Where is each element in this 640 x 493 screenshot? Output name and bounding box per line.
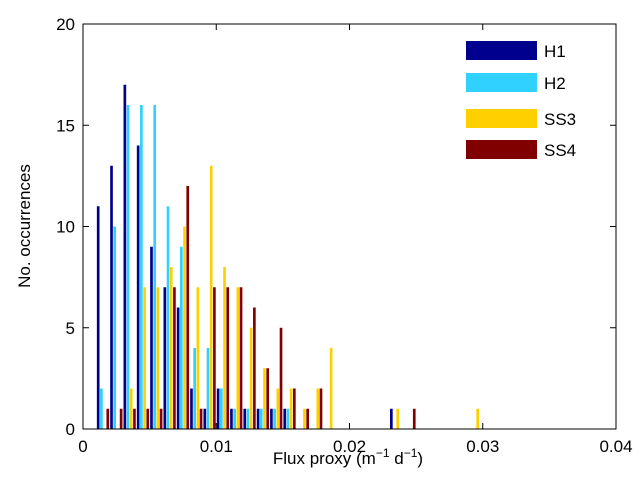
bar-ss3-22 bbox=[396, 408, 400, 429]
bar-ss3-12 bbox=[263, 368, 266, 429]
legend-label-ss3: SS3 bbox=[544, 110, 576, 129]
x-axis-label-end: ) bbox=[417, 449, 423, 468]
bar-h1-14 bbox=[283, 408, 287, 429]
legend-swatch-ss4 bbox=[466, 140, 537, 159]
bars-group bbox=[96, 84, 480, 429]
bar-ss3-8 bbox=[209, 165, 213, 429]
bar-ss3-14 bbox=[289, 388, 293, 429]
bar-ss4-16 bbox=[319, 388, 323, 429]
bar-ss3-11 bbox=[249, 327, 253, 429]
legend-label-h1: H1 bbox=[544, 42, 566, 61]
x-tick-label-2: 0.02 bbox=[333, 437, 366, 456]
y-tick-label-0: 0 bbox=[66, 420, 75, 439]
bar-ss3-16 bbox=[316, 388, 320, 429]
bar-ss4-2 bbox=[133, 408, 136, 429]
y-tick-label-3: 15 bbox=[56, 116, 75, 135]
bar-h1-7 bbox=[190, 388, 193, 429]
x-axis-label-mid: d bbox=[390, 449, 404, 468]
bar-h2-13 bbox=[273, 408, 276, 429]
bar-ss4-14 bbox=[293, 388, 296, 429]
x-axis-label: Flux proxy (m−1 d−1) bbox=[273, 446, 423, 468]
bar-h2-5 bbox=[166, 206, 170, 429]
bar-ss4-0 bbox=[106, 408, 110, 429]
bar-h1-1 bbox=[110, 165, 113, 429]
bar-ss4-3 bbox=[146, 408, 150, 429]
bar-ss4-12 bbox=[266, 368, 270, 429]
bar-h2-2 bbox=[126, 105, 130, 429]
bar-ss4-6 bbox=[186, 186, 190, 429]
bar-ss4-11 bbox=[253, 307, 256, 429]
bar-h2-6 bbox=[180, 246, 183, 429]
x-axis-label-main: Flux proxy (m bbox=[273, 449, 376, 468]
y-axis-label: No. occurrences bbox=[15, 164, 34, 288]
y-tick-label-2: 10 bbox=[56, 218, 75, 237]
x-axis-label-sup1: −1 bbox=[376, 446, 390, 460]
bar-ss3-17 bbox=[329, 348, 333, 429]
bar-h2-11 bbox=[246, 408, 250, 429]
bar-ss4-10 bbox=[239, 287, 243, 429]
bar-ss4-7 bbox=[199, 408, 203, 429]
bar-ss4-4 bbox=[159, 408, 163, 429]
x-axis-label-sup2: −1 bbox=[404, 446, 418, 460]
bar-h1-12 bbox=[256, 408, 260, 429]
tick-labels: 0 0.01 0.02 0.03 0.04 0 5 10 15 20 bbox=[56, 15, 632, 456]
y-tick-label-1: 5 bbox=[66, 319, 75, 338]
bar-h1-2 bbox=[123, 84, 127, 429]
bar-h2-4 bbox=[153, 105, 157, 429]
bar-ss3-5 bbox=[169, 267, 173, 429]
bar-h2-8 bbox=[206, 348, 210, 429]
bar-h2-3 bbox=[140, 105, 143, 429]
bar-h1-9 bbox=[216, 388, 220, 429]
bar-h2-1 bbox=[113, 226, 117, 429]
bar-ss3-13 bbox=[276, 388, 280, 429]
x-tick-label-3: 0.03 bbox=[466, 437, 499, 456]
bar-h1-13 bbox=[270, 408, 273, 429]
bar-ss3-3 bbox=[143, 287, 146, 429]
bar-ss4-8 bbox=[213, 287, 216, 429]
bar-ss4-23 bbox=[412, 408, 416, 429]
bar-ss3-10 bbox=[236, 287, 240, 429]
bar-h2-12 bbox=[259, 408, 263, 429]
bar-ss3-6 bbox=[183, 226, 186, 429]
bar-h2-10 bbox=[233, 408, 236, 429]
bar-h1-22 bbox=[390, 408, 393, 429]
bar-h2-0 bbox=[100, 388, 103, 429]
bar-ss3-2 bbox=[129, 388, 133, 429]
legend-swatch-h2 bbox=[466, 73, 537, 92]
bar-h1-3 bbox=[136, 145, 140, 429]
bar-h1-5 bbox=[163, 287, 167, 429]
axis-ticks bbox=[82, 23, 617, 430]
legend-label-ss4: SS4 bbox=[544, 141, 576, 160]
bar-ss3-28 bbox=[476, 408, 480, 429]
legend-swatch-ss3 bbox=[466, 109, 537, 128]
bar-h1-11 bbox=[243, 408, 247, 429]
bar-ss4-9 bbox=[226, 287, 230, 429]
bar-h1-0 bbox=[96, 206, 100, 429]
bar-ss4-13 bbox=[279, 327, 283, 429]
bar-ss3-4 bbox=[156, 287, 160, 429]
bar-ss3-15 bbox=[303, 408, 306, 429]
bar-ss4-1 bbox=[119, 408, 123, 429]
bar-h1-10 bbox=[230, 408, 233, 429]
y-tick-label-4: 20 bbox=[56, 15, 75, 34]
bar-h2-7 bbox=[193, 348, 196, 429]
x-tick-label-4: 0.04 bbox=[599, 437, 632, 456]
bar-h1-4 bbox=[150, 246, 153, 429]
legend-swatch-h1 bbox=[466, 41, 537, 60]
bar-ss3-9 bbox=[223, 267, 226, 429]
bar-ss4-15 bbox=[306, 408, 309, 429]
legend-label-h2: H2 bbox=[544, 74, 566, 93]
x-tick-label-1: 0.01 bbox=[200, 437, 233, 456]
bar-ss3-7 bbox=[196, 287, 200, 429]
bar-h1-6 bbox=[176, 307, 180, 429]
bar-ss4-5 bbox=[173, 287, 176, 429]
bar-h2-14 bbox=[286, 408, 290, 429]
x-tick-label-0: 0 bbox=[78, 437, 87, 456]
bar-h2-9 bbox=[219, 388, 223, 429]
bar-h1-8 bbox=[203, 408, 207, 429]
legend: H1 H2 SS3 SS4 bbox=[466, 41, 576, 160]
